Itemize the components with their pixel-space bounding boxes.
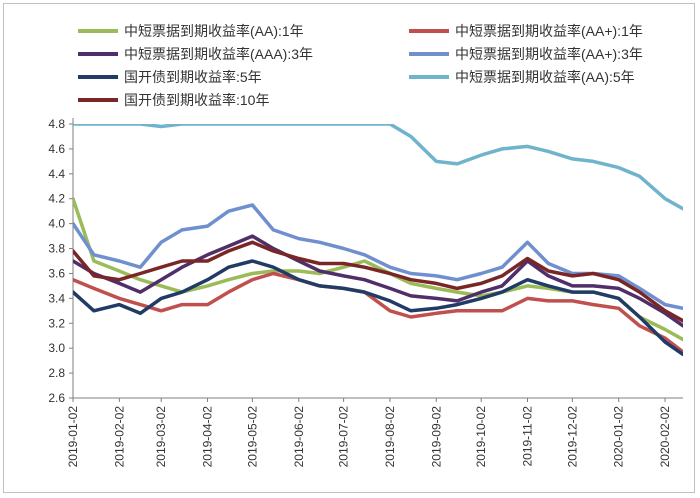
x-tick-label: 2019-09-02	[429, 406, 443, 468]
plot-area	[73, 124, 683, 357]
x-tick-label: 2019-08-02	[383, 406, 397, 468]
x-tick-label: 2019-10-02	[474, 406, 488, 468]
x-tick-label: 2019-02-02	[112, 406, 126, 468]
series-line-6	[73, 124, 683, 211]
y-tick-label: 2.8	[48, 366, 65, 380]
y-tick-label: 4.2	[48, 192, 65, 206]
legend: 中短票据到期收益率(AA):1年 中短票据到期收益率(AA+):1年中短票据到期收…	[78, 23, 643, 108]
legend-item-5: 国开债到期收益率:5年	[78, 69, 262, 85]
legend-item-3: 中短票据到期收益率(AAA):3年	[78, 46, 313, 62]
legend-label: 中短票据到期收益率(AA):1年	[124, 23, 304, 39]
y-tick-label: 3.6	[48, 266, 65, 280]
y-tick-label: 3.8	[48, 242, 65, 256]
legend-item-4: 中短票据到期收益率(AA+):3年	[409, 46, 643, 62]
legend-item-1: 中短票据到期收益率(AA):1年	[78, 23, 304, 39]
x-tick-label: 2019-12-02	[565, 406, 579, 468]
x-tick-label: 2019-01-02	[66, 406, 80, 468]
legend-label: 国开债到期收益率:5年	[124, 69, 262, 85]
legend-label: 中短票据到期收益率(AA):5年	[455, 69, 635, 85]
legend-item-6: 中短票据到期收益率(AA):5年	[409, 69, 635, 85]
legend-label: 中短票据到期收益率(AA+):1年	[455, 23, 643, 39]
legend-item-7: 国开债到期收益率:10年	[78, 92, 269, 108]
y-axis: 2.6 2.8 3.0 3.2 3.4 3.6 3.8 4.0 4.2 4.4 4.6 4.8	[48, 117, 74, 405]
chart-frame	[3, 3, 695, 493]
legend-item-2: 中短票据到期收益率(AA+):1年	[409, 23, 643, 39]
x-tick-label: 2020-02-02	[658, 406, 672, 468]
series-lines	[73, 124, 683, 357]
series-line-5	[73, 259, 683, 357]
x-axis: 2019-01-02 2019-02-02 2019-03-02 2019-04-02…	[66, 397, 683, 468]
series-line-3	[73, 234, 683, 328]
x-tick-label: 2019-05-02	[245, 406, 259, 468]
x-tick-label: 2019-06-02	[292, 406, 306, 468]
y-tick-label: 2.6	[48, 391, 65, 405]
y-tick-label: 4.8	[48, 117, 65, 131]
series-line-7	[73, 240, 683, 323]
y-tick-label: 4.0	[48, 217, 65, 231]
x-tick-label: 2020-01-02	[612, 406, 626, 468]
legend-label: 中短票据到期收益率(AA+):3年	[455, 46, 643, 62]
y-tick-label: 3.0	[48, 341, 65, 355]
series-line-2	[73, 271, 683, 354]
x-tick-label: 2019-11-02	[521, 406, 535, 467]
x-tick-label: 2019-04-02	[201, 406, 215, 468]
y-tick-label: 4.6	[48, 142, 65, 156]
legend-label: 中短票据到期收益率(AAA):3年	[124, 46, 313, 62]
y-tick-label: 4.4	[48, 167, 65, 181]
y-tick-label: 3.4	[48, 291, 65, 305]
legend-label: 国开债到期收益率:10年	[124, 92, 269, 108]
x-tick-label: 2019-03-02	[154, 406, 168, 468]
x-tick-label: 2019-07-02	[337, 406, 351, 468]
y-tick-label: 3.2	[48, 316, 65, 330]
